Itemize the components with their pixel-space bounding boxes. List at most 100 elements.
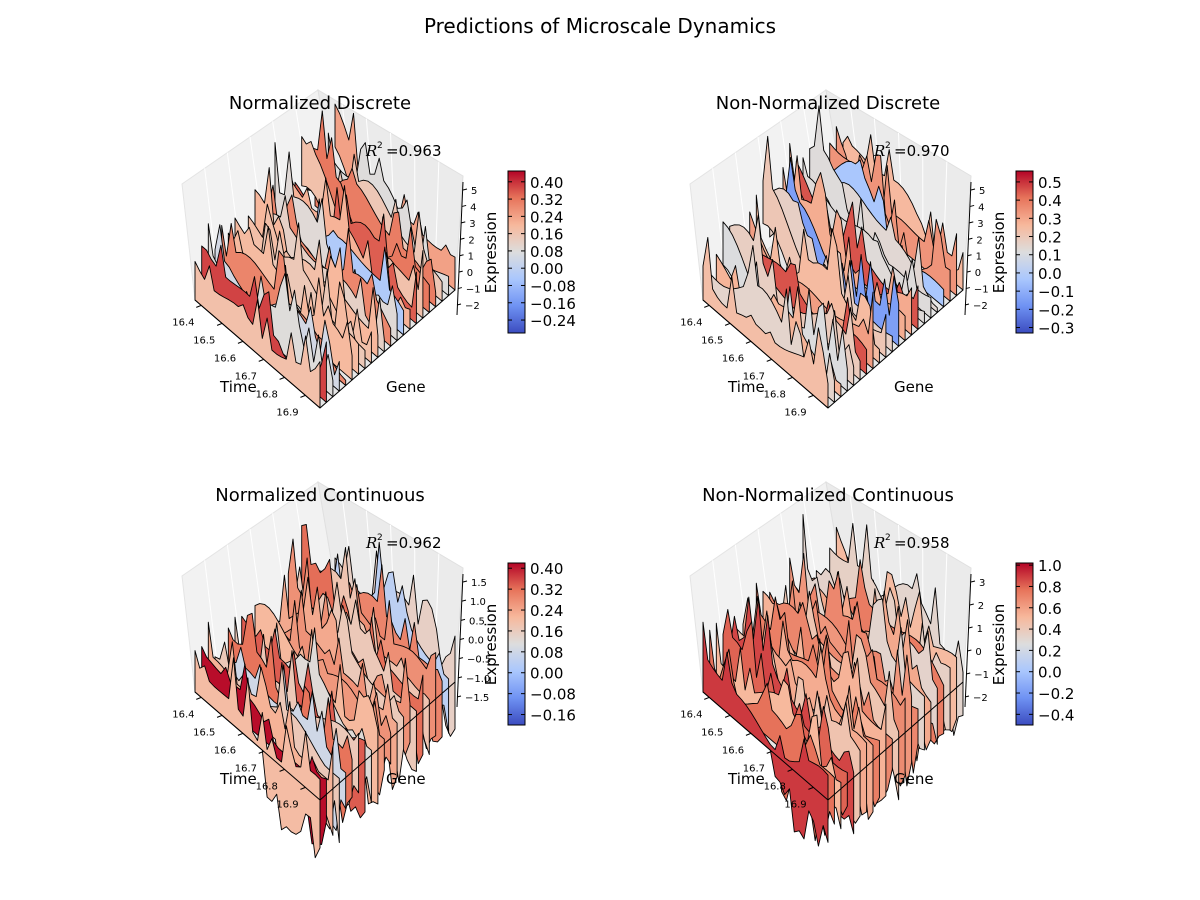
colorbar-tick-label: 1.0 xyxy=(1038,557,1062,575)
grid-line xyxy=(226,544,243,656)
colorbar-tick-label: 0.40 xyxy=(530,560,563,578)
time-axis-line xyxy=(702,299,829,409)
z-tick xyxy=(462,204,467,207)
z-tick-label: −2 xyxy=(973,301,988,312)
time-tick-label: 16.4 xyxy=(680,709,702,720)
subplot-title: Normalized Discrete xyxy=(229,93,411,114)
time-tick-label: 16.8 xyxy=(764,781,786,792)
z-tick-label: 1 xyxy=(976,252,982,263)
r-symbol: R xyxy=(365,142,377,160)
time-tick xyxy=(704,696,710,700)
z-tick-label: 3 xyxy=(977,219,983,230)
z-tick-label: −1 xyxy=(466,285,481,296)
z-tick xyxy=(456,695,462,698)
z-tick xyxy=(457,676,463,679)
colorbar-tick-label: 0.00 xyxy=(530,260,563,278)
r-exponent: 2 xyxy=(885,141,891,151)
r-squared-value: =0.970 xyxy=(894,142,950,160)
z-tick xyxy=(964,303,970,306)
time-tick xyxy=(237,340,244,344)
time-tick xyxy=(766,358,772,362)
time-tick xyxy=(724,322,731,326)
time-tick-label: 16.4 xyxy=(172,317,194,328)
colorbar-tick-label: 0.1 xyxy=(1038,247,1062,265)
time-tick-label: 16.9 xyxy=(784,407,806,418)
gene-axis-label: Gene xyxy=(386,378,426,396)
z-tick xyxy=(965,287,970,290)
colorbar-tick-label: 0.16 xyxy=(530,623,563,641)
colorbar-tick-label: 0.32 xyxy=(530,581,563,599)
gene-axis-line xyxy=(827,289,964,409)
subplot-2: 16.4 16.5 16.6 16.7 16.8 16.9 Time Gene −2 −1 0 1 2 3… xyxy=(680,89,1074,418)
time-tick-label: 16.7 xyxy=(743,763,765,774)
time-tick xyxy=(787,376,793,380)
z-axis-label: Expression xyxy=(482,212,500,293)
time-tick xyxy=(808,394,814,398)
z-tick-label: 2 xyxy=(978,601,984,612)
colorbar-tick-label: 0.24 xyxy=(530,208,563,226)
gene-axis-label: Gene xyxy=(386,770,426,788)
time-tick-label: 16.8 xyxy=(764,389,786,400)
time-tick-label: 16.9 xyxy=(784,799,806,810)
z-axis-line xyxy=(964,573,972,708)
r-squared-annotation: R 2 =0.958 xyxy=(873,533,950,552)
colorbar-tick-label: 0.3 xyxy=(1038,210,1062,228)
z-tick-label: 3 xyxy=(469,219,475,230)
time-tick-label: 16.5 xyxy=(193,335,215,346)
r-squared-value: =0.963 xyxy=(386,142,442,160)
gene-axis-line xyxy=(827,681,964,801)
colorbar-tick-label: 0.08 xyxy=(530,644,563,662)
z-tick-label: −1 xyxy=(974,285,989,296)
figure-title: Predictions of Microscale Dynamics xyxy=(423,14,777,38)
z-tick-label: −1.0 xyxy=(466,674,490,685)
z-tick xyxy=(967,649,972,652)
subplot-title: Non-Normalized Discrete xyxy=(716,93,941,114)
surface xyxy=(702,514,964,847)
colorbar-tick-label: −0.08 xyxy=(530,686,576,704)
time-tick xyxy=(196,696,202,700)
grid-line xyxy=(942,553,948,666)
z-tick-label: 1.0 xyxy=(470,597,486,608)
time-tick-label: 16.8 xyxy=(256,389,278,400)
z-tick-label: 4 xyxy=(978,202,984,213)
time-axis-label: Time xyxy=(727,770,765,788)
colorbar-tick-label: 0.00 xyxy=(530,665,563,683)
colorbar-tick-label: 0.16 xyxy=(530,226,563,244)
r-squared-value: =0.962 xyxy=(386,534,442,552)
z-tick xyxy=(458,657,464,660)
time-tick xyxy=(237,732,244,736)
colorbar-tick-label: −0.08 xyxy=(530,277,576,295)
time-tick-label: 16.4 xyxy=(172,709,194,720)
time-tick-label: 16.7 xyxy=(235,371,257,382)
time-tick-label: 16.6 xyxy=(214,353,236,364)
z-tick-label: 0 xyxy=(467,268,473,279)
time-tick-label: 16.7 xyxy=(743,371,765,382)
colorbar xyxy=(1015,170,1034,334)
grid-line xyxy=(204,560,219,674)
z-tick xyxy=(969,603,974,606)
z-tick-label: −2 xyxy=(973,693,988,704)
colorbar-tick-label: 0.0 xyxy=(1038,265,1062,283)
colorbar-tick-label: 0.5 xyxy=(1038,174,1062,192)
surface xyxy=(194,103,456,409)
z-tick xyxy=(460,618,466,621)
colorbar-tick-label: −0.1 xyxy=(1038,283,1074,301)
time-tick-label: 16.6 xyxy=(722,745,744,756)
colorbar xyxy=(1015,562,1034,726)
z-tick xyxy=(462,188,468,191)
colorbar-tick-label: 0.24 xyxy=(530,602,563,620)
z-tick xyxy=(460,237,465,240)
z-tick-label: 4 xyxy=(470,202,476,213)
time-tick xyxy=(745,732,752,736)
z-tick-label: −1.5 xyxy=(465,693,489,704)
gene-axis-line xyxy=(319,289,456,409)
z-tick-label: 0.5 xyxy=(469,616,485,627)
z-tick-label: 0 xyxy=(975,647,981,658)
r-squared-value: =0.958 xyxy=(894,534,950,552)
colorbar xyxy=(507,562,526,726)
z-tick-label: 2 xyxy=(976,235,982,246)
time-tick-label: 16.5 xyxy=(701,335,723,346)
z-tick xyxy=(458,270,463,273)
time-tick xyxy=(216,322,223,326)
